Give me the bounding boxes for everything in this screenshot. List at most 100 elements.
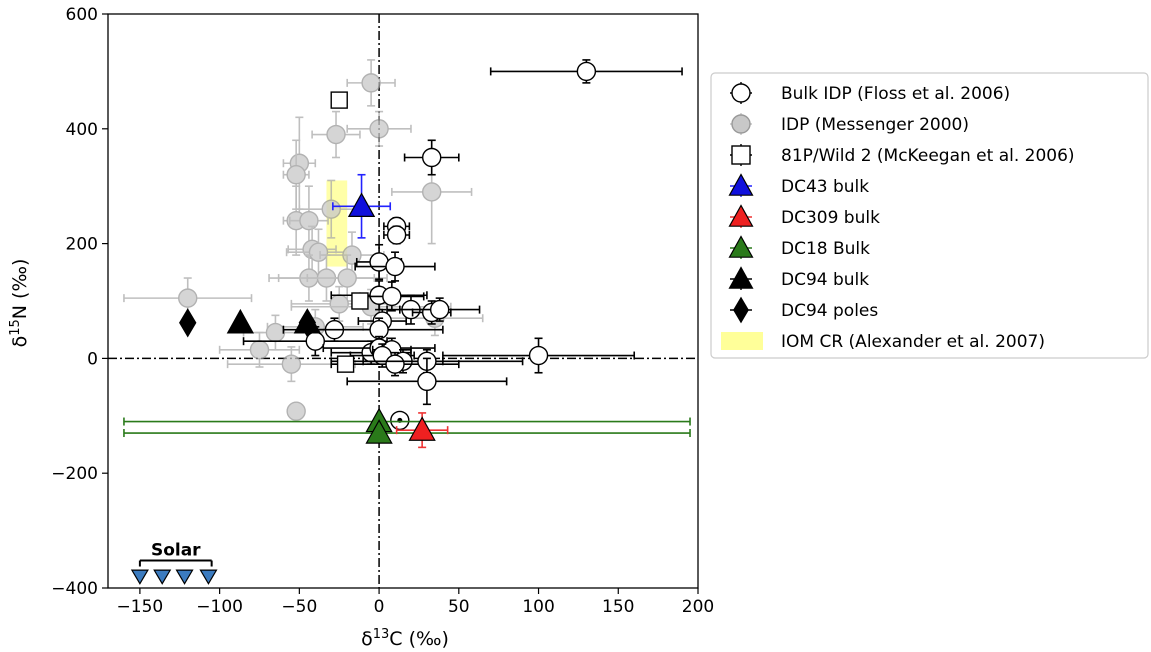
data-point: [369, 119, 389, 139]
legend-entry: IOM CR (Alexander et al. 2007): [721, 332, 1045, 352]
series-dc309-bulk: [395, 412, 449, 449]
data-point: [299, 210, 319, 231]
legend-region-swatch: [721, 332, 763, 350]
data-point: [336, 355, 355, 373]
data-point: [308, 242, 329, 262]
data-point: [347, 192, 376, 218]
data-point: [382, 286, 402, 307]
plot-background: [108, 14, 698, 588]
x-axis-label: δ13C (‰): [361, 627, 449, 650]
data-point: [365, 419, 393, 444]
data-point: [576, 61, 597, 82]
data-point: [417, 371, 437, 392]
data-point: [199, 569, 218, 585]
y-axis-label: δ15N (‰): [8, 259, 31, 348]
data-point: [178, 288, 198, 308]
legend-box: [710, 72, 1149, 359]
legend-label: IDP (Messenger 2000): [781, 115, 969, 135]
legend-label: DC43 bulk: [781, 177, 869, 197]
x-tick-label: 200: [682, 597, 714, 617]
axes-frame: [107, 13, 699, 589]
legend-marker: [728, 204, 754, 227]
series-solar: [130, 569, 218, 585]
legend-label: IOM CR (Alexander et al. 2007): [781, 332, 1045, 352]
y-tick-label: −400: [51, 579, 98, 599]
data-point: [179, 308, 197, 338]
legend-marker: [728, 235, 754, 258]
data-point: [351, 292, 369, 310]
data-point: [286, 165, 306, 185]
data-point: [361, 73, 381, 93]
x-tick-label: 100: [522, 597, 554, 617]
x-tick-label: −50: [281, 597, 317, 617]
series-dc94-poles: [179, 308, 317, 338]
data-point: [249, 340, 270, 360]
data-point: [385, 256, 405, 277]
data-point: [298, 308, 317, 338]
legend-marker: [731, 145, 751, 165]
legend-label: DC309 bulk: [781, 208, 880, 228]
data-point: [385, 354, 405, 374]
x-tick-label: 0: [374, 597, 385, 617]
data-point: [305, 331, 325, 351]
legend-entry: Bulk IDP (Floss et al. 2006): [730, 82, 1010, 104]
data-layer: [123, 59, 691, 585]
y-axis-ticks: −400 −200 0 200 400 600: [51, 5, 108, 599]
legend-label: 81P/Wild 2 (McKeegan et al. 2006): [781, 146, 1075, 166]
x-tick-label: −100: [196, 597, 243, 617]
data-point: [326, 124, 346, 145]
data-point: [408, 416, 436, 441]
data-point: [329, 294, 349, 314]
series-81p-wild-2-mckeegan-et-al-2006: [330, 91, 369, 373]
y-tick-label: 200: [66, 235, 98, 255]
data-point: [528, 345, 549, 366]
data-point: [422, 182, 442, 202]
legend-label: DC94 poles: [781, 301, 878, 321]
legend-entry: DC18 Bulk: [728, 235, 870, 259]
legend-label: DC18 Bulk: [781, 239, 870, 259]
data-point: [369, 252, 389, 272]
data-point: [130, 569, 149, 585]
legend-entry: DC43 bulk: [728, 173, 869, 197]
legend-entry: DC94 bulk: [728, 266, 869, 290]
data-point: [286, 401, 306, 421]
legend-marker: [733, 296, 749, 324]
legend-marker: [731, 83, 751, 103]
solar-label: Solar: [151, 541, 201, 561]
data-point: [386, 225, 407, 245]
data-point: [153, 569, 172, 585]
data-point: [281, 354, 302, 374]
data-point: [330, 91, 348, 109]
y-tick-label: 400: [66, 120, 98, 140]
series-dc18-bulk: [123, 407, 691, 444]
legend-marker: [728, 173, 754, 196]
series-bulk-idp-floss-et-al-2006: [242, 59, 683, 431]
y-tick-label: 600: [66, 5, 98, 25]
legend-marker: [731, 114, 751, 134]
series-dc43-bulk: [332, 173, 392, 239]
legend: Bulk IDP (Floss et al. 2006) IDP (Messeng…: [710, 72, 1149, 359]
axes-border: [107, 13, 699, 589]
y-tick-label: 0: [87, 349, 98, 369]
x-tick-label: 150: [602, 597, 634, 617]
legend-entry: 81P/Wild 2 (McKeegan et al. 2006): [730, 144, 1075, 166]
legend-entry: IDP (Messenger 2000): [730, 113, 969, 135]
legend-label: Bulk IDP (Floss et al. 2006): [781, 84, 1010, 104]
series-idp-messenger-2000: [123, 59, 484, 421]
legend-entry: DC94 poles: [730, 296, 878, 324]
x-tick-label: 50: [448, 597, 470, 617]
legend-entry: DC309 bulk: [728, 204, 880, 228]
data-point: [429, 299, 450, 320]
data-point: [422, 147, 442, 168]
x-axis-ticks: −150 −100 −50 0 50 100 150 200: [117, 588, 714, 617]
data-point: [175, 569, 194, 585]
data-point: [321, 199, 341, 219]
solar-annotation: Solar: [138, 541, 213, 567]
legend-marker: [728, 266, 754, 289]
plot-area: [108, 14, 698, 588]
data-point: [226, 308, 255, 334]
data-point: [337, 268, 357, 288]
x-tick-label: −150: [117, 597, 164, 617]
data-point: [265, 322, 286, 343]
